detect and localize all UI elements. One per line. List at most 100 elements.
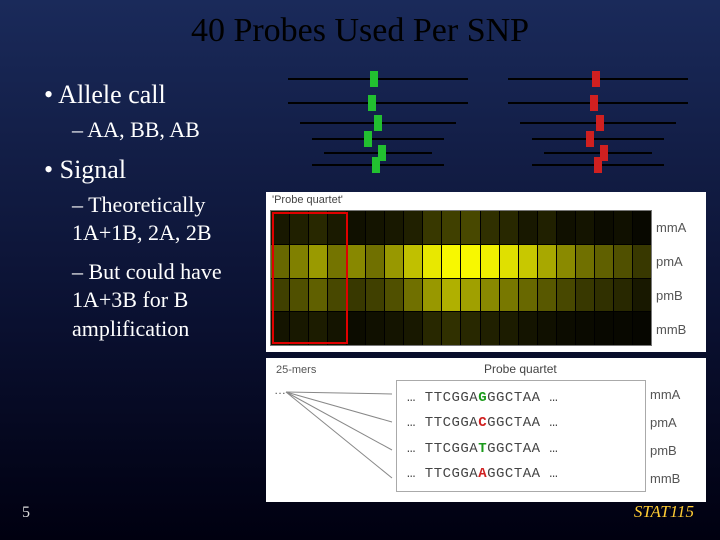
bullet-signal: Signal	[44, 155, 274, 185]
heatmap-cell	[290, 312, 308, 345]
heatmap-cell	[347, 245, 365, 278]
slide-title: 40 Probes Used Per SNP	[0, 0, 720, 50]
heatmap-cell	[538, 245, 556, 278]
sequence-row-labels: mmApmApmBmmB	[650, 380, 698, 492]
heatmap-caption: 'Probe quartet'	[272, 194, 343, 206]
sequence-row: … TTCGGAAGGCTAA …	[407, 466, 635, 482]
probe-line	[312, 164, 444, 166]
sequence-title: Probe quartet	[484, 362, 557, 376]
heatmap-cell	[347, 312, 365, 345]
heatmap-cell	[538, 279, 556, 312]
heatmap-cell	[290, 279, 308, 312]
heatmap-cell	[328, 279, 346, 312]
heatmap-cell	[442, 279, 460, 312]
heatmap-cell	[366, 211, 384, 244]
probe-tick	[364, 131, 372, 147]
sequence-variant-base: G	[478, 390, 487, 406]
sequence-variant-base: T	[478, 441, 487, 457]
heatmap-cell	[557, 245, 575, 278]
probe-line	[312, 138, 444, 140]
heatmap-row-label: mmB	[656, 322, 700, 337]
heatmap-cell	[481, 279, 499, 312]
heatmap-cell	[595, 279, 613, 312]
sequence-row-label: pmA	[650, 415, 698, 430]
probe-tick	[596, 115, 604, 131]
heatmap-cell	[614, 312, 632, 345]
probe-line	[508, 102, 688, 104]
heatmap-cell	[404, 245, 422, 278]
heatmap-cell	[576, 211, 594, 244]
probe-tick	[594, 157, 602, 173]
sequence-variant-base: C	[478, 415, 487, 431]
heatmap-cell	[423, 211, 441, 244]
heatmap-cell	[519, 312, 537, 345]
probe-line	[532, 164, 664, 166]
sequence-lane-label: 25-mers	[276, 364, 316, 376]
heatmap-cell	[614, 245, 632, 278]
heatmap-cell	[366, 312, 384, 345]
heatmap-cell	[614, 211, 632, 244]
heatmap-cell	[404, 211, 422, 244]
heatmap-cell	[271, 211, 289, 244]
heatmap-cell	[576, 312, 594, 345]
heatmap-cell	[423, 245, 441, 278]
heatmap-cell	[633, 211, 651, 244]
heatmap-cell	[442, 312, 460, 345]
heatmap-cell	[519, 211, 537, 244]
heatmap-cell	[271, 279, 289, 312]
probe-diagram	[288, 78, 696, 188]
probe-line	[508, 78, 688, 80]
heatmap-cell	[500, 211, 518, 244]
probe-line	[288, 78, 468, 80]
bullet-signal-sub1: Theoretically 1A+1B, 2A, 2B	[72, 191, 274, 248]
heatmap-cell	[633, 279, 651, 312]
sequence-figure: 25-mers Probe quartet … … TTCGGAGGGCTAA …	[266, 358, 706, 502]
heatmap-cell	[519, 279, 537, 312]
heatmap-cell	[290, 211, 308, 244]
sequence-box: … TTCGGAGGGCTAA …… TTCGGACGGCTAA …… TTCG…	[396, 380, 646, 492]
heatmap-cell	[557, 211, 575, 244]
heatmap-cell	[309, 211, 327, 244]
heatmap-cell	[423, 312, 441, 345]
footer-course-label: STAT115	[634, 502, 694, 522]
heatmap-cell	[481, 312, 499, 345]
heatmap-figure: 'Probe quartet' mmApmApmBmmB	[266, 192, 706, 352]
heatmap-cell	[576, 245, 594, 278]
heatmap-cell	[500, 279, 518, 312]
heatmap-cell	[538, 211, 556, 244]
bullet-signal-sub2: But could have 1A+3B for B amplification	[72, 258, 274, 344]
heatmap-cell	[404, 279, 422, 312]
heatmap-cell	[404, 312, 422, 345]
sequence-row-label: mmA	[650, 387, 698, 402]
heatmap-cell	[500, 312, 518, 345]
sequence-row-label: pmB	[650, 443, 698, 458]
heatmap-cell	[633, 245, 651, 278]
sequence-row: … TTCGGAGGGCTAA …	[407, 390, 635, 406]
probe-tick	[374, 115, 382, 131]
heatmap-cell	[366, 245, 384, 278]
heatmap-cell	[309, 245, 327, 278]
probe-tick	[372, 157, 380, 173]
sequence-connector-lines: …	[274, 380, 396, 492]
probe-tick	[370, 71, 378, 87]
heatmap-cell	[538, 312, 556, 345]
probe-tick	[368, 95, 376, 111]
heatmap-cell	[347, 211, 365, 244]
heatmap-cell	[271, 312, 289, 345]
probe-tick	[586, 131, 594, 147]
bullet-list: Allele call AA, BB, AB Signal Theoretica…	[44, 80, 274, 354]
bullet-allele-call: Allele call	[44, 80, 274, 110]
heatmap-cell	[366, 279, 384, 312]
probe-line	[520, 122, 676, 124]
sequence-variant-base: A	[478, 466, 487, 482]
heatmap-cell	[481, 245, 499, 278]
probe-line	[532, 138, 664, 140]
heatmap-cell	[442, 245, 460, 278]
probe-line	[324, 152, 432, 154]
heatmap-row-label: pmA	[656, 254, 700, 269]
heatmap-cell	[633, 312, 651, 345]
heatmap-cell	[519, 245, 537, 278]
heatmap-cell	[328, 245, 346, 278]
heatmap-row-label: mmA	[656, 220, 700, 235]
probe-tick	[590, 95, 598, 111]
